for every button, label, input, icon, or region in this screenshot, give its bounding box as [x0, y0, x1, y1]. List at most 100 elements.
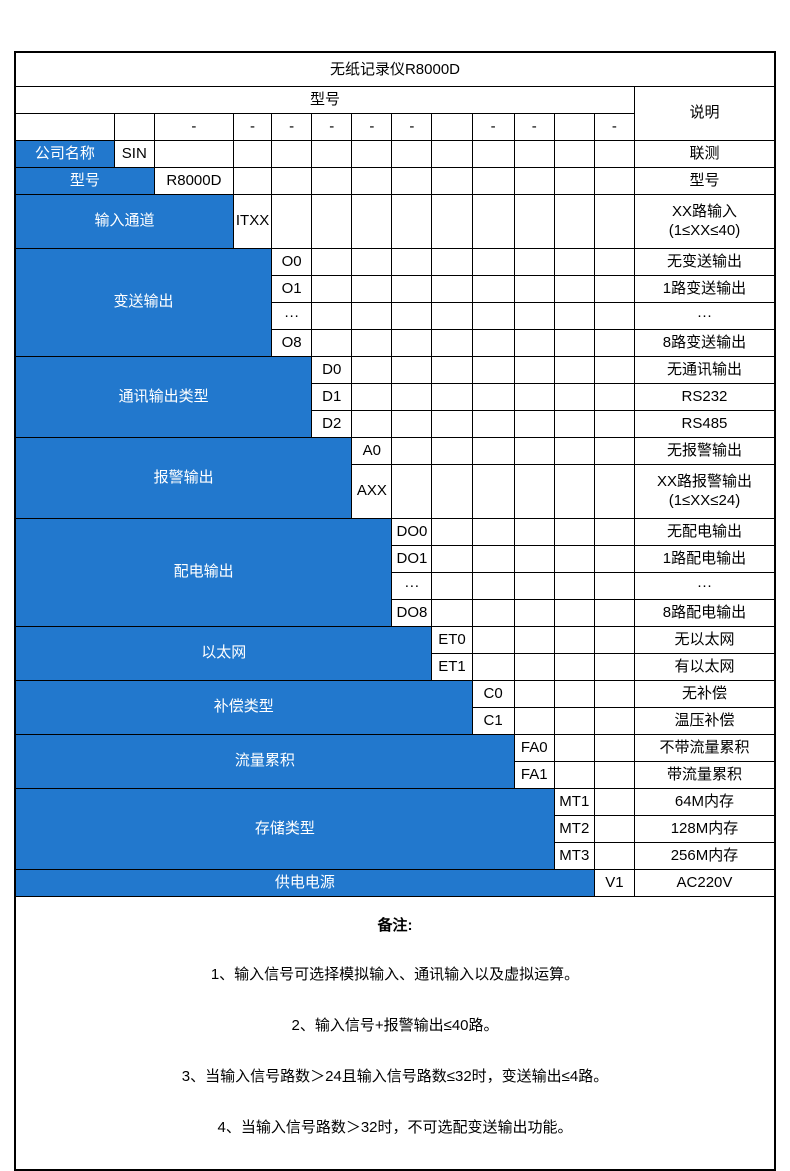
empty-cell — [471, 274, 515, 303]
empty-cell — [311, 193, 353, 249]
empty-cell — [351, 166, 393, 195]
comm-output-type-code: D1 — [311, 382, 353, 411]
empty-cell — [153, 139, 235, 168]
storage-type-description: 128M内存 — [633, 814, 776, 843]
ethernet-row: ET1 有以太网 — [15, 652, 776, 681]
distribution-output-description: 无配电输出 — [633, 517, 776, 546]
empty-cell — [513, 247, 555, 276]
comm-output-type-code: D0 — [311, 355, 353, 384]
empty-cell — [553, 463, 595, 519]
distribution-output-row: 配电输出 DO0 无配电输出 — [14, 517, 776, 627]
power-supply-code: V1 — [593, 868, 635, 897]
distribution-output-code: DO1 — [391, 544, 433, 573]
compensation-type-description: 温压补偿 — [633, 706, 776, 735]
empty-cell — [513, 382, 555, 411]
empty-cell — [593, 409, 635, 438]
empty-cell — [351, 355, 393, 384]
page: 无纸记录仪R8000D 型号 说明 --------- 公司名称 SIN 联测 型号 R… — [14, 51, 776, 1171]
empty-cell — [593, 274, 635, 303]
empty-cell — [431, 355, 473, 384]
empty-cell — [311, 139, 353, 168]
empty-cell — [431, 274, 473, 303]
transmit-output-code: O1 — [271, 274, 313, 303]
flow-totalization-code: FA0 — [513, 733, 555, 762]
distribution-output-code: ··· — [391, 571, 433, 600]
separator-row: --------- — [14, 112, 775, 141]
empty-cell — [513, 139, 555, 168]
notes-row: 备注: 1、输入信号可选择模拟输入、通讯输入以及虚拟运算。 2、输入信号+报警输… — [14, 895, 776, 1171]
empty-cell — [553, 760, 595, 789]
distribution-output-code: DO8 — [391, 598, 433, 627]
empty-cell — [431, 382, 473, 411]
alarm-output-description: 无报警输出 — [633, 436, 776, 465]
empty-cell — [593, 247, 635, 276]
comm-output-type-row: 通讯输出类型 D0 无通讯输出 — [14, 355, 776, 438]
empty-cell — [311, 247, 353, 276]
category-model: 型号 — [14, 166, 155, 195]
empty-cell — [391, 247, 433, 276]
empty-cell — [113, 112, 155, 141]
empty-cell — [351, 301, 393, 330]
model-number-header: 型号 — [14, 85, 635, 114]
flow-totalization-description: 不带流量累积 — [633, 733, 776, 762]
empty-cell — [351, 193, 393, 249]
storage-type-code: MT3 — [553, 841, 595, 870]
storage-type-row: MT2 128M内存 — [15, 814, 776, 843]
empty-cell — [553, 625, 595, 654]
empty-cell — [513, 463, 555, 519]
empty-cell — [431, 247, 473, 276]
empty-cell — [553, 247, 595, 276]
transmit-output-description: 无变送输出 — [633, 247, 776, 276]
empty-cell — [553, 544, 595, 573]
company-name-description: 联测 — [633, 139, 776, 168]
empty-cell — [471, 382, 515, 411]
comm-output-type-description: 无通讯输出 — [633, 355, 776, 384]
empty-cell — [391, 301, 433, 330]
empty-cell — [513, 436, 555, 465]
notes-label: 备注: — [377, 917, 413, 934]
empty-cell — [593, 733, 635, 762]
flow-totalization-description: 带流量累积 — [633, 760, 776, 789]
ethernet-description: 有以太网 — [633, 652, 776, 681]
empty-cell — [351, 382, 393, 411]
empty-cell — [471, 166, 515, 195]
empty-cell — [553, 193, 595, 249]
model-code: R8000D — [153, 166, 235, 195]
input-channels-description: XX路输入 (1≤XX≤40) — [633, 193, 776, 249]
flow-totalization-row: FA1 带流量累积 — [15, 760, 776, 789]
empty-cell — [391, 274, 433, 303]
empty-cell — [593, 544, 635, 573]
empty-cell — [233, 139, 273, 168]
ethernet-code: ET1 — [431, 652, 473, 681]
empty-cell — [553, 355, 595, 384]
compensation-type-row: 补偿类型 C0 无补偿 — [14, 679, 776, 735]
empty-cell — [553, 382, 595, 411]
empty-cell — [593, 814, 635, 843]
model-selection-table: 无纸记录仪R8000D 型号 说明 --------- 公司名称 SIN 联测 型号 R… — [14, 51, 776, 1171]
transmit-output-row: O8 8路变送输出 — [15, 328, 776, 357]
transmit-output-description: ··· — [633, 301, 776, 330]
empty-cell — [233, 166, 273, 195]
empty-cell — [553, 409, 595, 438]
empty-cell — [351, 274, 393, 303]
empty-cell — [513, 598, 555, 627]
storage-type-description: 256M内存 — [633, 841, 776, 870]
model-header-row: 型号 说明 — [14, 85, 776, 141]
alarm-output-code: AXX — [351, 463, 393, 519]
storage-type-code: MT2 — [553, 814, 595, 843]
empty-cell — [513, 355, 555, 384]
distribution-output-row: DO1 1路配电输出 — [15, 544, 776, 573]
empty-cell — [431, 112, 473, 141]
compensation-type-code: C0 — [471, 679, 515, 708]
empty-cell — [311, 328, 353, 357]
transmit-output-code: O0 — [271, 247, 313, 276]
hyphen-cell: - — [391, 112, 433, 141]
hyphen-cell: - — [351, 112, 393, 141]
empty-cell — [471, 301, 515, 330]
power-supply-description: AC220V — [633, 868, 776, 897]
transmit-output-row: 变送输出 O0 无变送输出 — [14, 247, 776, 357]
empty-cell — [593, 706, 635, 735]
empty-cell — [553, 571, 595, 600]
empty-cell — [553, 274, 595, 303]
empty-cell — [513, 166, 555, 195]
